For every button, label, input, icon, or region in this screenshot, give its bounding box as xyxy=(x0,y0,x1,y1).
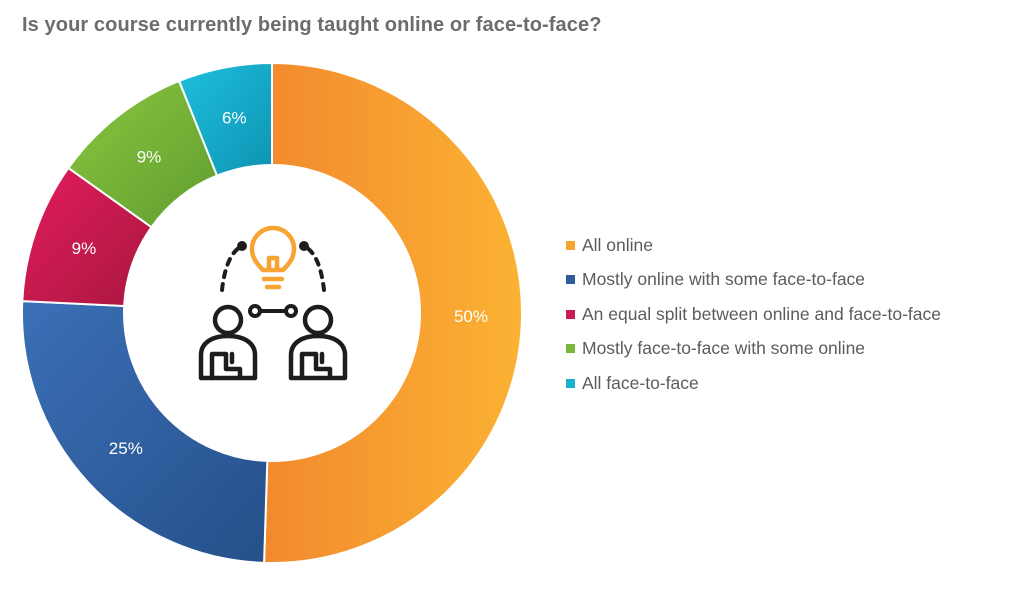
legend-label: All face-to-face xyxy=(582,372,699,393)
chart-title: Is your course currently being taught on… xyxy=(22,14,602,36)
legend-swatch xyxy=(566,309,575,319)
legend-label: Mostly online with some face-to-face xyxy=(582,269,866,290)
legend-swatch xyxy=(566,344,575,354)
slice-data-label: 9% xyxy=(137,148,162,167)
legend-item: Mostly face-to-face with some online xyxy=(566,332,941,367)
person-icon xyxy=(198,304,258,381)
donut-chart: 50% 25% 9% 9% 6% xyxy=(21,61,523,564)
donut-slice xyxy=(177,61,273,177)
legend-swatch xyxy=(566,275,575,285)
donut-slice xyxy=(21,300,269,564)
legend-label: All online xyxy=(582,234,654,255)
slice-data-label: 25% xyxy=(109,439,143,458)
legend-swatch xyxy=(566,378,575,388)
slice-data-label: 6% xyxy=(222,109,247,128)
legend-label: Mostly face-to-face with some online xyxy=(582,338,866,359)
legend-item: An equal split between online and face-t… xyxy=(566,297,941,332)
legend-item: Mostly online with some face-to-face xyxy=(566,263,941,298)
legend-item: All online xyxy=(566,228,941,263)
slice-data-label: 9% xyxy=(72,239,97,258)
idea-collaboration-icon xyxy=(198,225,348,381)
slice-data-label: 50% xyxy=(454,307,488,326)
legend-item: All face-to-face xyxy=(566,366,941,401)
donut-slice xyxy=(263,61,523,564)
person-icon xyxy=(288,304,348,381)
legend: All online Mostly online with some face-t… xyxy=(566,228,941,401)
legend-swatch xyxy=(566,240,575,250)
lightbulb-icon xyxy=(249,225,297,290)
legend-label: An equal split between online and face-t… xyxy=(582,303,941,324)
